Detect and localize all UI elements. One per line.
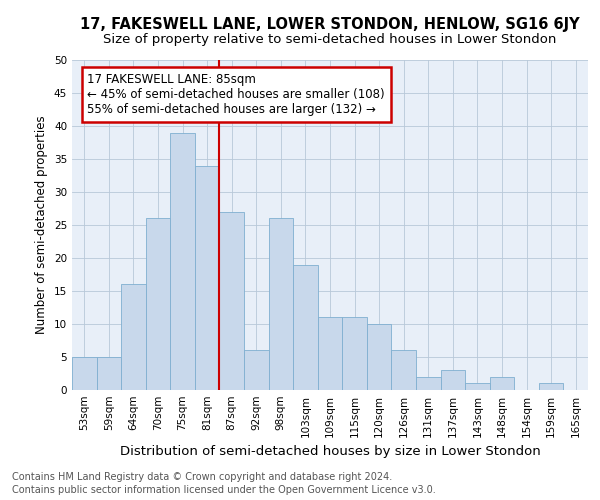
Bar bbox=[97, 357, 121, 390]
X-axis label: Distribution of semi-detached houses by size in Lower Stondon: Distribution of semi-detached houses by … bbox=[119, 446, 541, 458]
Bar bbox=[121, 284, 146, 390]
Y-axis label: Number of semi-detached properties: Number of semi-detached properties bbox=[35, 116, 49, 334]
Text: 17, FAKESWELL LANE, LOWER STONDON, HENLOW, SG16 6JY: 17, FAKESWELL LANE, LOWER STONDON, HENLO… bbox=[80, 18, 580, 32]
Bar bbox=[244, 350, 269, 390]
Bar bbox=[465, 384, 490, 390]
Bar bbox=[416, 377, 440, 390]
Bar bbox=[195, 166, 220, 390]
Bar bbox=[220, 212, 244, 390]
Bar bbox=[440, 370, 465, 390]
Text: 17 FAKESWELL LANE: 85sqm
← 45% of semi-detached houses are smaller (108)
55% of : 17 FAKESWELL LANE: 85sqm ← 45% of semi-d… bbox=[88, 73, 385, 116]
Bar bbox=[539, 384, 563, 390]
Bar bbox=[146, 218, 170, 390]
Bar bbox=[318, 318, 342, 390]
Bar bbox=[293, 264, 318, 390]
Bar bbox=[72, 357, 97, 390]
Bar bbox=[342, 318, 367, 390]
Text: Contains public sector information licensed under the Open Government Licence v3: Contains public sector information licen… bbox=[12, 485, 436, 495]
Bar bbox=[490, 377, 514, 390]
Bar bbox=[391, 350, 416, 390]
Bar bbox=[367, 324, 391, 390]
Bar bbox=[170, 132, 195, 390]
Text: Size of property relative to semi-detached houses in Lower Stondon: Size of property relative to semi-detach… bbox=[103, 32, 557, 46]
Text: Contains HM Land Registry data © Crown copyright and database right 2024.: Contains HM Land Registry data © Crown c… bbox=[12, 472, 392, 482]
Bar bbox=[269, 218, 293, 390]
